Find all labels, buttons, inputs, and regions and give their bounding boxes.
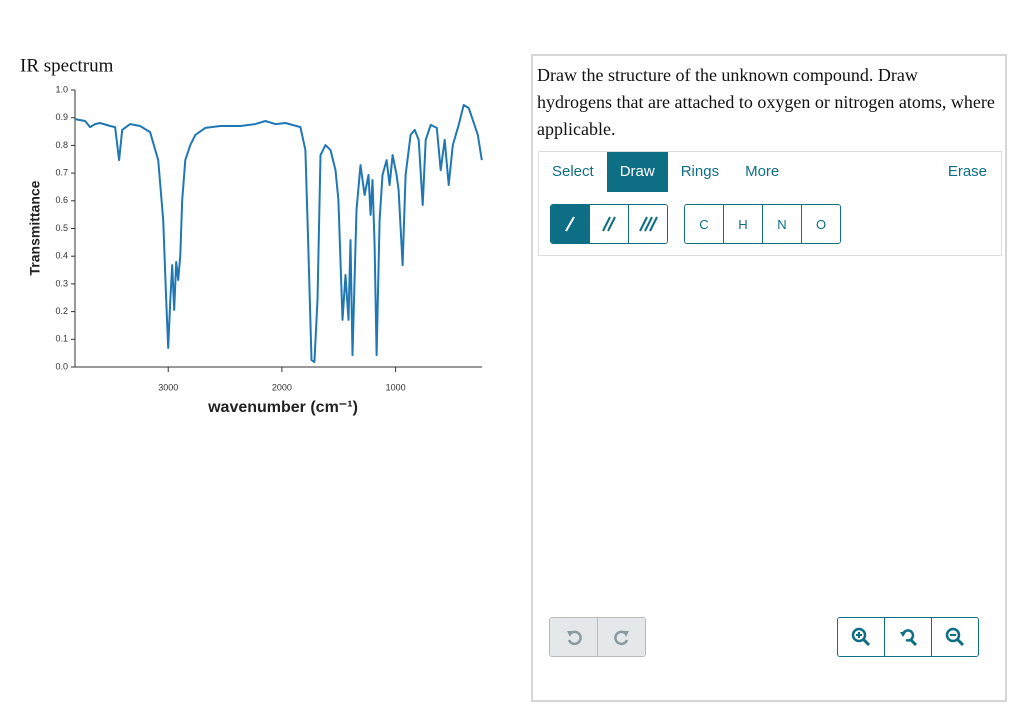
x-tick-label: 2000 [272,382,292,392]
zoom-reset[interactable] [885,618,932,656]
y-tick-label: 0.9 [55,112,68,122]
tab[interactable]: Draw [606,152,668,192]
redo-button[interactable] [598,618,645,656]
y-tick-label: 0.7 [55,167,68,177]
tab[interactable]: Select [552,163,594,180]
y-tick-label: 0.4 [55,251,68,261]
x-tick-label: 1000 [386,382,406,392]
zoom-in[interactable] [838,618,885,656]
tab[interactable]: More [745,163,780,180]
single-bond[interactable] [551,205,590,243]
erase-button[interactable]: Erase [947,163,987,180]
y-tick-label: 0.2 [55,306,68,316]
zoom-out[interactable] [932,618,978,656]
y-axis-label: Transmittance [27,180,43,275]
triple-bond[interactable] [629,205,667,243]
atom-button[interactable]: N [763,205,802,243]
y-tick-label: 0.0 [55,361,68,371]
y-tick-label: 0.6 [55,195,68,205]
x-axis-label: wavenumber (cm⁻¹) [207,399,358,416]
spectrum-line [74,104,483,363]
y-tick-label: 0.5 [55,223,68,233]
undo-button[interactable] [550,618,598,656]
chart-title: IR spectrum [20,55,114,76]
tab[interactable]: Rings [680,163,720,180]
double-bond[interactable] [590,205,629,243]
bond-group [550,204,668,244]
y-tick-label: 0.8 [55,140,68,150]
x-tick-label: 3000 [158,382,178,392]
y-tick-label: 0.3 [55,278,68,288]
y-tick-label: 0.1 [55,334,68,344]
instructions: Draw the structure of the unknown compou… [537,65,995,139]
zoom-group [837,617,979,657]
atom-button[interactable]: C [685,205,724,243]
history-group [549,617,646,657]
atom-button[interactable]: H [724,205,763,243]
atom-button[interactable]: O [802,205,840,243]
tabs: Select Draw Rings More [539,152,792,192]
drawing-panel: Draw the structure of the unknown compou… [531,54,1007,702]
chart: IR spectrum Transmittance wavenumber (cm… [20,55,483,416]
y-tick-label: 1.0 [55,84,68,94]
